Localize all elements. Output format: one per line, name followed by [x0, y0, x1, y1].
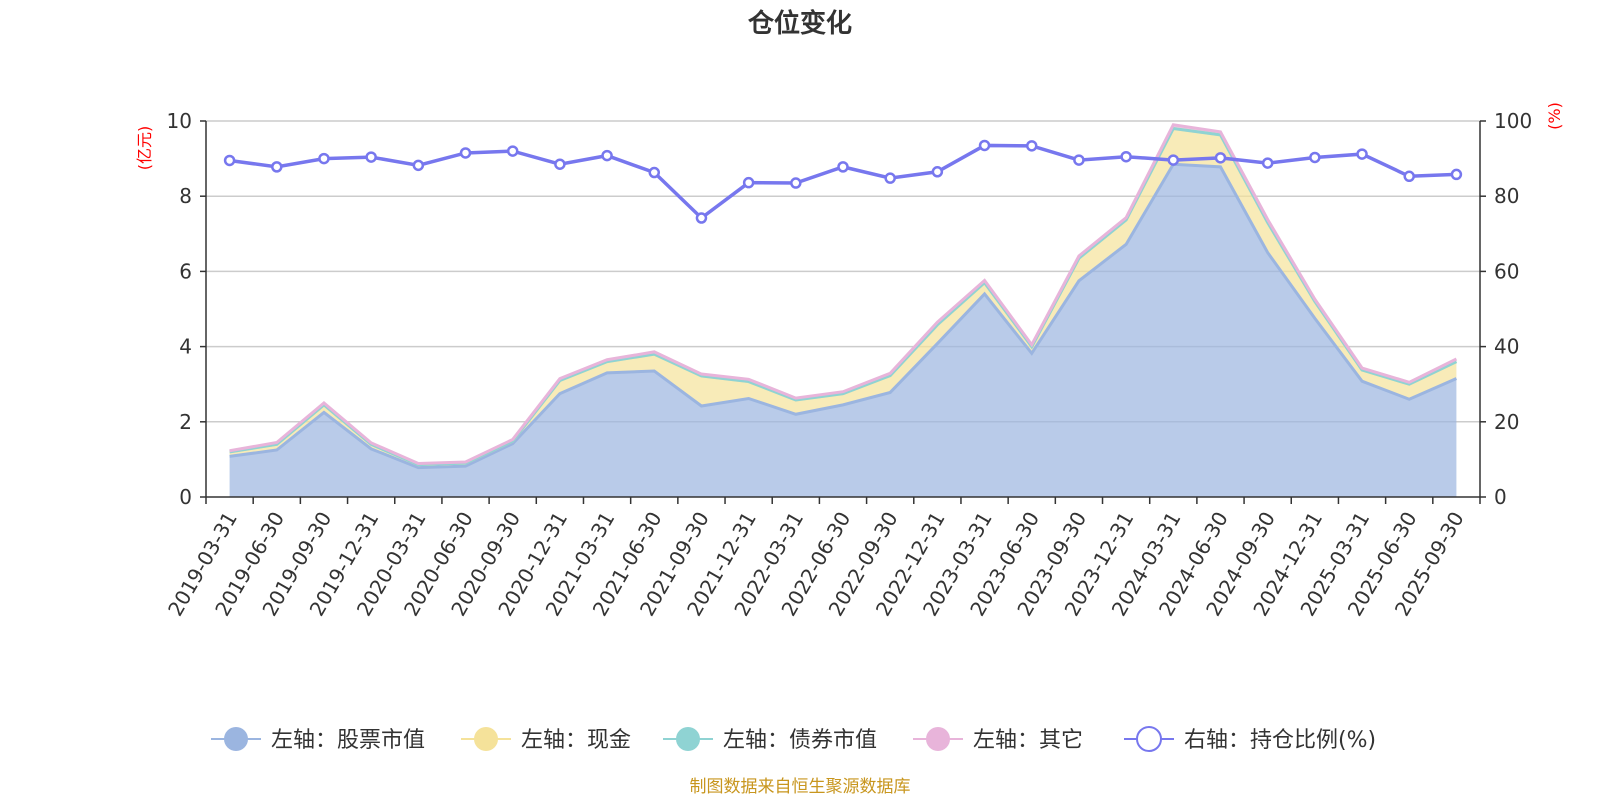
- ratio-line: [229, 143, 1457, 221]
- left-tick-label: 4: [179, 335, 192, 359]
- right-tick-label: 0: [1494, 485, 1507, 509]
- stacked-areas: [229, 124, 1457, 498]
- ratio-point: [365, 151, 377, 163]
- ratio-point: [318, 152, 330, 165]
- ratio-point: [1167, 154, 1180, 166]
- ratio-point: [601, 149, 613, 162]
- ratio-point: [695, 212, 708, 224]
- legend-marker: [676, 727, 700, 751]
- ratio-point: [1450, 168, 1463, 181]
- right-tick-label: 20: [1494, 410, 1519, 434]
- legend-marker: [1136, 726, 1162, 752]
- ratio-point: [648, 166, 661, 179]
- ratio-point: [1261, 157, 1274, 169]
- left-axis-unit: (亿元): [135, 126, 154, 171]
- ratio-point: [1356, 148, 1368, 160]
- chart-title: 仓位变化: [747, 8, 852, 39]
- ratio-point: [1214, 152, 1227, 164]
- ratio-point: [837, 161, 849, 173]
- legend-label: 右轴：持仓比例(%): [1184, 728, 1376, 753]
- legend-label: 左轴：其它: [973, 728, 1083, 753]
- right-tick-label: 60: [1494, 259, 1519, 283]
- left-tick-label: 6: [179, 259, 192, 283]
- ratio-point: [506, 145, 519, 157]
- legend-label: 左轴：股票市值: [271, 728, 425, 753]
- legend-marker: [224, 727, 248, 751]
- area-fill: [229, 164, 1457, 498]
- ratio-point: [1403, 170, 1415, 183]
- ratio-point: [554, 158, 566, 170]
- left-tick-label: 8: [179, 184, 192, 208]
- legend-label: 左轴：债券市值: [723, 728, 877, 753]
- left-tick-label: 10: [167, 109, 192, 133]
- left-tick-label: 2: [179, 410, 192, 434]
- ratio-point: [742, 176, 755, 189]
- ratio-point: [790, 177, 802, 189]
- source-note: 制图数据来自恒生聚源数据库: [690, 777, 911, 797]
- ratio-point: [412, 159, 425, 172]
- legend: 左轴：股票市值 左轴：现金 左轴：债券市值 左轴：其它 右轴：持仓比例(%): [211, 726, 1376, 753]
- ratio-point: [1120, 150, 1132, 163]
- legend-label: 左轴：现金: [521, 728, 631, 753]
- legend-marker: [926, 727, 950, 751]
- legend-marker: [474, 727, 498, 751]
- right-tick-label: 80: [1494, 184, 1519, 208]
- ratio-point: [1025, 140, 1038, 152]
- ratio-point: [1073, 154, 1085, 166]
- right-axis-unit: (%): [1545, 102, 1564, 130]
- ratio-point: [459, 147, 472, 159]
- ratio-point: [978, 139, 991, 152]
- ratio-point: [931, 166, 944, 178]
- ratio-point: [223, 154, 236, 167]
- ratio-point: [884, 172, 896, 184]
- ratio-points: [223, 139, 1463, 224]
- right-tick-label: 40: [1494, 335, 1519, 359]
- left-tick-label: 0: [179, 485, 192, 509]
- ratio-point: [271, 161, 283, 173]
- ratio-point: [1309, 151, 1321, 164]
- area-top-line: [229, 162, 1458, 470]
- right-tick-label: 100: [1494, 109, 1532, 133]
- area-top-line: [229, 123, 1458, 466]
